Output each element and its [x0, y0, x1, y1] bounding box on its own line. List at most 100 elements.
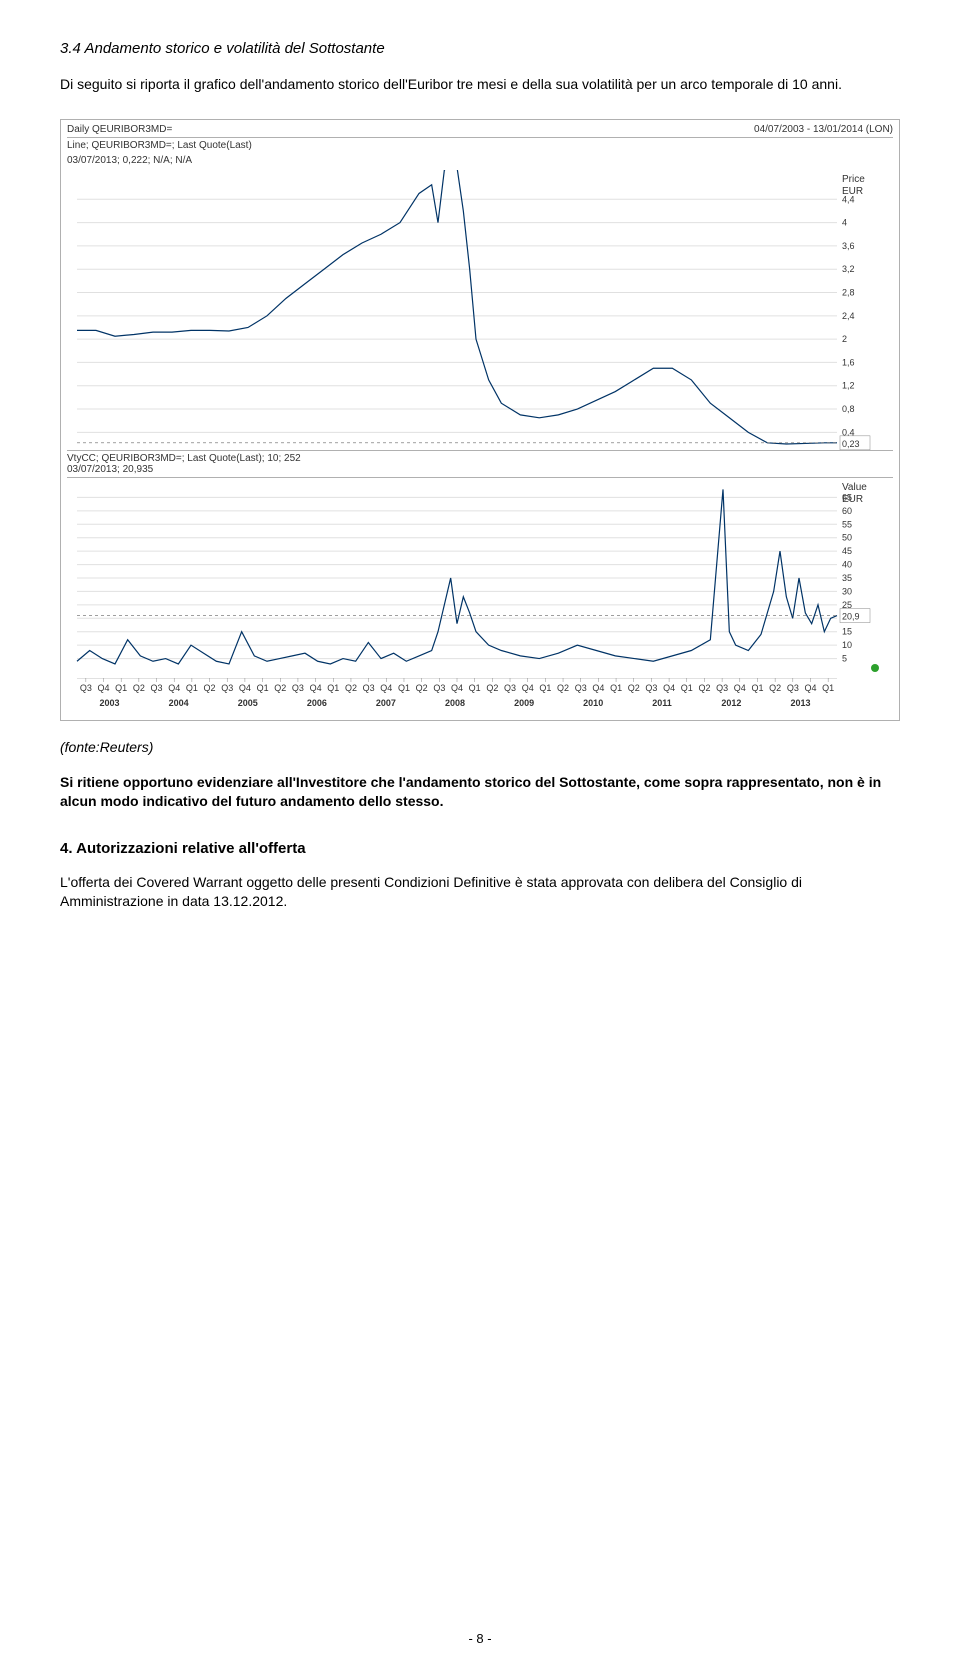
- svg-text:2012: 2012: [721, 698, 741, 708]
- svg-text:Q4: Q4: [239, 683, 251, 693]
- section-title: 3.4 Andamento storico e volatilità del S…: [60, 40, 900, 57]
- mid-header-line2: 03/07/2013; 20,935: [67, 464, 893, 475]
- svg-text:Q4: Q4: [522, 683, 534, 693]
- svg-text:2008: 2008: [445, 698, 465, 708]
- svg-text:2011: 2011: [652, 698, 672, 708]
- svg-text:Q3: Q3: [504, 683, 516, 693]
- svg-text:Q1: Q1: [257, 683, 269, 693]
- chart-header-right: 04/07/2003 - 13/01/2014 (LON): [754, 124, 893, 135]
- svg-text:2005: 2005: [238, 698, 258, 708]
- svg-text:2006: 2006: [307, 698, 327, 708]
- section-number: 3.4: [60, 40, 81, 57]
- svg-text:65: 65: [842, 492, 852, 502]
- chart-container: Daily QEURIBOR3MD= 04/07/2003 - 13/01/20…: [60, 119, 900, 721]
- svg-text:2009: 2009: [514, 698, 534, 708]
- svg-text:Q3: Q3: [433, 683, 445, 693]
- svg-text:Q2: Q2: [345, 683, 357, 693]
- svg-text:Price: Price: [842, 174, 865, 185]
- section4-body: L'offerta dei Covered Warrant oggetto de…: [60, 873, 900, 912]
- svg-text:Q4: Q4: [804, 683, 816, 693]
- svg-text:Q3: Q3: [151, 683, 163, 693]
- svg-text:Q4: Q4: [663, 683, 675, 693]
- svg-text:Q2: Q2: [274, 683, 286, 693]
- svg-text:Q1: Q1: [186, 683, 198, 693]
- chart-subheader-2: 03/07/2013; 0,222; N/A; N/A: [67, 155, 893, 166]
- source-label: (fonte:Reuters): [60, 739, 900, 755]
- svg-text:2,8: 2,8: [842, 287, 855, 297]
- svg-text:4,4: 4,4: [842, 194, 855, 204]
- svg-text:35: 35: [842, 573, 852, 583]
- svg-text:20,9: 20,9: [842, 611, 860, 621]
- svg-text:5: 5: [842, 653, 847, 663]
- mid-header: VtyCC; QEURIBOR3MD=; Last Quote(Last); 1…: [67, 450, 893, 478]
- svg-text:Q3: Q3: [221, 683, 233, 693]
- volatility-chart: ValueEUR656055504540353025201510520,9: [67, 478, 887, 678]
- svg-text:2003: 2003: [100, 698, 120, 708]
- svg-text:1,2: 1,2: [842, 380, 855, 390]
- svg-text:Value: Value: [842, 482, 867, 493]
- svg-text:Q3: Q3: [787, 683, 799, 693]
- svg-text:Q2: Q2: [416, 683, 428, 693]
- svg-text:30: 30: [842, 586, 852, 596]
- svg-text:0,23: 0,23: [842, 438, 860, 448]
- svg-text:Q2: Q2: [557, 683, 569, 693]
- svg-text:Q1: Q1: [610, 683, 622, 693]
- section-title-text: Andamento storico e volatilità del Sotto…: [84, 40, 384, 57]
- section4-heading: 4. Autorizzazioni relative all'offerta: [60, 840, 900, 857]
- svg-text:Q3: Q3: [716, 683, 728, 693]
- svg-text:Q2: Q2: [769, 683, 781, 693]
- svg-text:55: 55: [842, 519, 852, 529]
- svg-text:Q2: Q2: [698, 683, 710, 693]
- chart-header: Daily QEURIBOR3MD= 04/07/2003 - 13/01/20…: [67, 124, 893, 138]
- bold-statement: Si ritiene opportuno evidenziare all'Inv…: [60, 773, 900, 812]
- svg-text:2013: 2013: [790, 698, 810, 708]
- svg-text:Q4: Q4: [168, 683, 180, 693]
- svg-text:15: 15: [842, 626, 852, 636]
- chart-header-left: Daily QEURIBOR3MD=: [67, 124, 172, 135]
- svg-text:45: 45: [842, 546, 852, 556]
- svg-text:3,2: 3,2: [842, 264, 855, 274]
- svg-text:Q4: Q4: [98, 683, 110, 693]
- x-axis: Q3 Q4 Q1 Q2 Q3 Q4 Q1 Q2 Q3 Q4 Q1 Q2 Q3 Q4 Q1 Q2 Q3 Q4 Q1 Q2…: [67, 678, 887, 714]
- mid-header-line1: VtyCC; QEURIBOR3MD=; Last Quote(Last); 1…: [67, 453, 893, 464]
- svg-text:1,6: 1,6: [842, 357, 855, 367]
- svg-text:Q4: Q4: [310, 683, 322, 693]
- page-number: - 8 -: [0, 1631, 960, 1646]
- svg-text:Q4: Q4: [451, 683, 463, 693]
- svg-text:Q1: Q1: [751, 683, 763, 693]
- svg-text:2: 2: [842, 334, 847, 344]
- chart-subheader-1: Line; QEURIBOR3MD=; Last Quote(Last): [67, 140, 893, 151]
- intro-paragraph: Di seguito si riporta il grafico dell'an…: [60, 75, 900, 95]
- svg-text:Q3: Q3: [363, 683, 375, 693]
- svg-text:Q4: Q4: [592, 683, 604, 693]
- svg-text:Q1: Q1: [327, 683, 339, 693]
- svg-text:Q4: Q4: [380, 683, 392, 693]
- svg-text:Q1: Q1: [822, 683, 834, 693]
- svg-text:Q2: Q2: [628, 683, 640, 693]
- svg-text:2004: 2004: [169, 698, 189, 708]
- svg-text:Q3: Q3: [80, 683, 92, 693]
- svg-text:50: 50: [842, 532, 852, 542]
- svg-text:Q2: Q2: [133, 683, 145, 693]
- svg-text:2,4: 2,4: [842, 310, 855, 320]
- svg-text:Q1: Q1: [469, 683, 481, 693]
- svg-text:Q1: Q1: [681, 683, 693, 693]
- svg-text:Q3: Q3: [292, 683, 304, 693]
- svg-text:60: 60: [842, 505, 852, 515]
- svg-text:Q2: Q2: [486, 683, 498, 693]
- svg-text:Q1: Q1: [539, 683, 551, 693]
- svg-text:Q2: Q2: [204, 683, 216, 693]
- svg-text:Q1: Q1: [115, 683, 127, 693]
- svg-text:2010: 2010: [583, 698, 603, 708]
- svg-text:4: 4: [842, 217, 847, 227]
- svg-text:Q3: Q3: [575, 683, 587, 693]
- svg-text:0,8: 0,8: [842, 404, 855, 414]
- svg-text:Q3: Q3: [645, 683, 657, 693]
- svg-text:Q1: Q1: [398, 683, 410, 693]
- svg-text:2007: 2007: [376, 698, 396, 708]
- svg-text:40: 40: [842, 559, 852, 569]
- svg-text:10: 10: [842, 640, 852, 650]
- svg-text:3,6: 3,6: [842, 241, 855, 251]
- price-chart: PriceEUR4,443,63,22,82,421,61,20,80,40,2…: [67, 170, 887, 450]
- svg-text:Q4: Q4: [734, 683, 746, 693]
